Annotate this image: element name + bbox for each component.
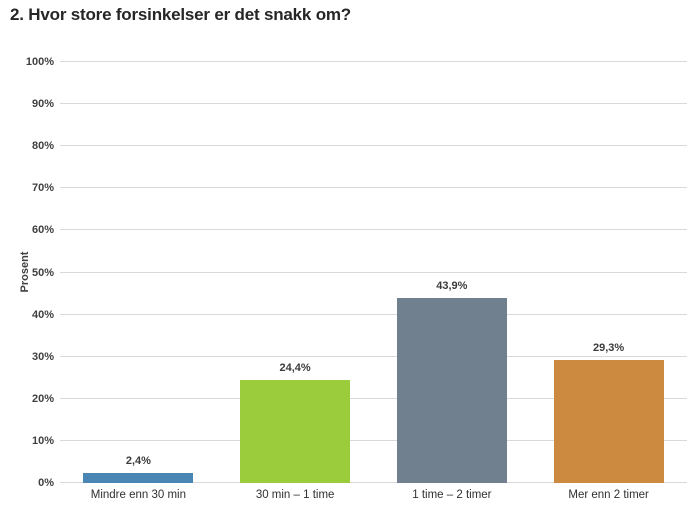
gridline [60, 439, 687, 441]
bar-4 [553, 359, 664, 483]
gridline [60, 145, 687, 147]
y-axis-tick-label: 30% [31, 350, 54, 363]
y-axis-tick-label: 90% [31, 98, 54, 111]
y-axis-tick-label: 20% [31, 392, 54, 405]
y-axis-tick-label: 10% [31, 434, 54, 447]
bar-value-label: 2,4% [125, 454, 151, 467]
bar-value-label: 24,4% [279, 362, 311, 375]
bar-slot: 2,4% [60, 62, 217, 483]
bar-series: 2,4% 24,4% 43,9% 29,3% [60, 62, 687, 483]
gridline [60, 355, 687, 357]
gridline [60, 271, 687, 273]
bar-3 [396, 298, 507, 483]
y-axis-tick-label: 50% [31, 266, 54, 279]
x-axis-category-label: 30 min – 1 time [255, 489, 335, 501]
y-axis-tick-label: 100% [25, 56, 54, 68]
y-axis-tick-labels: 0% 10% 20% 30% 40% 50% 60% 70% 80% 90% 100% [0, 56, 54, 489]
x-axis-category-label: 1 time – 2 timer [412, 489, 492, 501]
gridline [60, 187, 687, 189]
gridline [60, 313, 687, 315]
gridline [60, 482, 687, 483]
bar-slot: 24,4% [217, 62, 374, 483]
x-axis-category-labels: Mindre enn 30 min 30 min – 1 time 1 time –… [60, 489, 687, 501]
bar-value-label: 43,9% [436, 280, 468, 293]
bar-value-label: 29,3% [593, 341, 625, 354]
chart-title: 2. Hvor store forsinkelser er det snakk … [10, 5, 351, 24]
y-axis-tick-label: 40% [31, 308, 54, 321]
x-axis-category-label: Mer enn 2 timer [568, 489, 649, 501]
y-axis-tick-label: 80% [31, 140, 54, 153]
y-axis-tick-label: 0% [38, 477, 54, 489]
bar-slot: 43,9% [374, 62, 531, 483]
gridline [60, 229, 687, 231]
bar-2 [240, 380, 351, 483]
gridline [60, 103, 687, 105]
y-axis-tick-label: 60% [31, 224, 54, 237]
bar-slot: 29,3% [530, 62, 687, 483]
bar-1 [83, 472, 194, 483]
gridline [60, 61, 687, 62]
y-axis-tick-label: 70% [31, 182, 54, 195]
gridline [60, 397, 687, 399]
x-axis-category-label: Mindre enn 30 min [90, 489, 186, 501]
plot-area: 2,4% 24,4% 43,9% 29,3% [60, 61, 687, 483]
